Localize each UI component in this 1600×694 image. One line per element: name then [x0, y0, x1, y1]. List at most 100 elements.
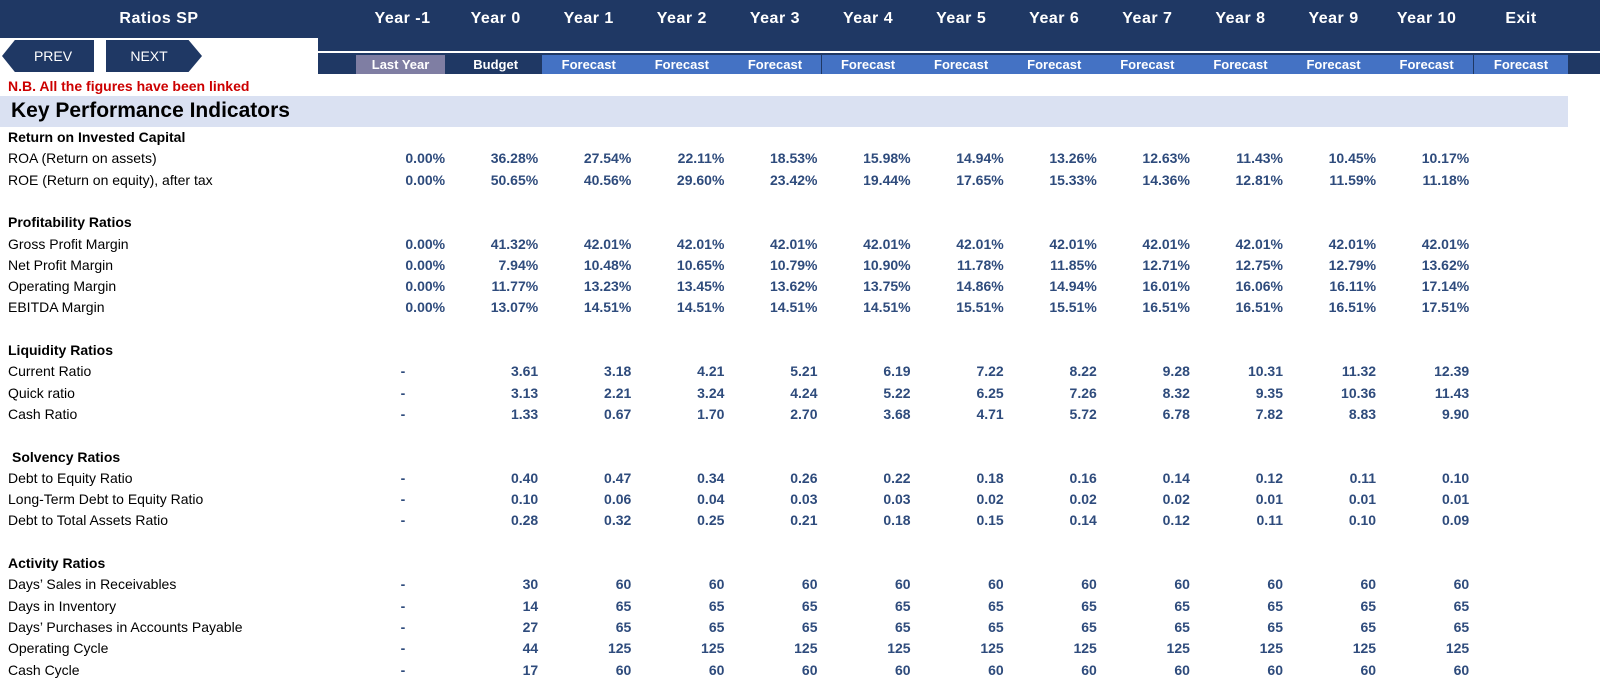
year-header-7[interactable]: Year 6 [1029, 10, 1080, 27]
ratio-value[interactable]: 14.94% [1049, 278, 1097, 295]
ratio-value[interactable]: 8.22 [1069, 363, 1097, 380]
ratio-value[interactable]: 0.03 [883, 491, 911, 508]
ratio-value[interactable]: 5.21 [790, 363, 818, 380]
ratio-value[interactable]: 125 [1259, 640, 1283, 657]
year-header-9[interactable]: Year 8 [1215, 10, 1266, 27]
ratio-value[interactable]: 60 [801, 661, 818, 678]
ratio-value[interactable]: 65 [1360, 618, 1377, 635]
ratio-value[interactable]: 42.01% [1328, 235, 1377, 252]
ratio-value[interactable]: 42.01% [770, 235, 818, 252]
ratio-value[interactable]: 0.15 [976, 512, 1004, 529]
ratio-value[interactable]: 14.36% [1142, 171, 1190, 188]
ratio-value[interactable]: 10.36 [1341, 384, 1377, 401]
ratio-value[interactable]: 125 [1352, 640, 1377, 657]
ratio-value[interactable]: 42.01% [676, 235, 725, 252]
ratio-value[interactable]: 6.78 [1162, 405, 1190, 422]
ratio-value[interactable]: 65 [1453, 618, 1470, 635]
ratio-value[interactable]: 60 [895, 576, 911, 593]
ratio-value[interactable]: 15.51% [1049, 299, 1097, 316]
ratio-value[interactable]: 7.94% [498, 256, 539, 273]
ratio-value[interactable]: 65 [1453, 597, 1470, 614]
ratio-value[interactable]: 60 [1453, 661, 1470, 678]
ratio-value[interactable]: 1.33 [510, 405, 539, 422]
ratio-value[interactable]: 125 [607, 640, 632, 657]
ratio-value[interactable]: 0.28 [510, 512, 539, 529]
ratio-value[interactable]: 0.01 [1348, 491, 1377, 508]
ratio-value[interactable]: 65 [1267, 597, 1283, 614]
year-header-0[interactable]: Year -1 [374, 10, 431, 27]
ratio-value[interactable]: 16.51% [1142, 299, 1190, 316]
ratio-value[interactable]: 0.00% [405, 256, 446, 273]
ratio-value[interactable]: 2.70 [790, 405, 818, 422]
ratio-value[interactable]: 13.23% [583, 278, 632, 295]
ratio-value[interactable]: 0.00% [405, 278, 446, 295]
ratio-value[interactable]: 16.06% [1235, 278, 1283, 295]
ratio-value[interactable]: 60 [708, 576, 725, 593]
ratio-value[interactable]: 12.39 [1434, 363, 1470, 380]
ratio-value[interactable]: 6.19 [883, 363, 911, 380]
ratio-value[interactable]: - [400, 512, 406, 529]
ratio-value[interactable]: 60 [1267, 661, 1283, 678]
ratio-value[interactable]: 12.63% [1142, 150, 1190, 167]
ratio-value[interactable]: 6.25 [976, 384, 1004, 401]
ratio-value[interactable]: 3.24 [697, 384, 725, 401]
ratio-value[interactable]: 42.01% [1235, 235, 1283, 252]
ratio-value[interactable]: 4.71 [976, 405, 1004, 422]
ratio-value[interactable]: 125 [794, 640, 818, 657]
ratio-value[interactable]: 0.16 [1069, 469, 1097, 486]
ratio-value[interactable]: 22.11% [677, 150, 725, 167]
ratio-value[interactable]: 10.65% [676, 256, 725, 273]
ratio-value[interactable]: 12.71% [1142, 256, 1190, 273]
ratio-value[interactable]: 9.35 [1255, 384, 1283, 401]
ratio-value[interactable]: 125 [887, 640, 911, 657]
ratio-value[interactable]: - [400, 469, 406, 486]
ratio-value[interactable]: 7.26 [1069, 384, 1097, 401]
ratio-value[interactable]: 16.51% [1235, 299, 1283, 316]
ratio-value[interactable]: 60 [1360, 661, 1377, 678]
ratio-value[interactable]: 125 [701, 640, 725, 657]
ratio-value[interactable]: 0.21 [790, 512, 818, 529]
exit-button[interactable]: Exit [1505, 10, 1537, 27]
ratio-value[interactable]: 65 [988, 597, 1004, 614]
ratio-value[interactable]: 23.42% [770, 171, 818, 188]
ratio-value[interactable]: 65 [801, 618, 818, 635]
ratio-value[interactable]: 11.18% [1422, 171, 1470, 188]
ratio-value[interactable]: 125 [1073, 640, 1097, 657]
ratio-value[interactable]: 11.43% [1236, 150, 1283, 167]
ratio-value[interactable]: 60 [1453, 576, 1470, 593]
ratio-value[interactable]: 0.00% [405, 235, 446, 252]
ratio-value[interactable]: 10.45% [1328, 150, 1377, 167]
ratio-value[interactable]: 10.31 [1247, 363, 1283, 380]
ratio-value[interactable]: 11.78% [956, 256, 1004, 273]
next-button[interactable]: NEXT [106, 40, 202, 72]
ratio-value[interactable]: 0.25 [697, 512, 725, 529]
ratio-value[interactable]: 13.45% [676, 278, 725, 295]
ratio-value[interactable]: 3.18 [604, 363, 632, 380]
ratio-value[interactable]: 65 [1081, 597, 1097, 614]
ratio-value[interactable]: 36.28% [490, 150, 539, 167]
ratio-value[interactable]: 12.79% [1328, 256, 1377, 273]
ratio-value[interactable]: - [400, 661, 406, 678]
ratio-value[interactable]: 0.11 [1256, 512, 1283, 529]
ratio-value[interactable]: 19.44% [863, 171, 911, 188]
year-header-3[interactable]: Year 2 [656, 10, 707, 27]
ratio-value[interactable]: 18.53% [770, 150, 818, 167]
ratio-value[interactable]: 17.51% [1421, 299, 1470, 316]
year-header-5[interactable]: Year 4 [842, 10, 894, 27]
ratio-value[interactable]: 0.12 [1162, 512, 1190, 529]
ratio-value[interactable]: 14.86% [956, 278, 1004, 295]
ratio-value[interactable]: 60 [1267, 576, 1283, 593]
ratio-value[interactable]: 65 [801, 597, 818, 614]
ratio-value[interactable]: 65 [615, 618, 632, 635]
ratio-value[interactable]: 65 [988, 618, 1004, 635]
ratio-value[interactable]: 65 [1267, 618, 1283, 635]
ratio-value[interactable]: 42.01% [1421, 235, 1470, 252]
ratio-value[interactable]: 4.21 [697, 363, 725, 380]
ratio-value[interactable]: 16.51% [1328, 299, 1377, 316]
ratio-value[interactable]: 60 [895, 661, 911, 678]
ratio-value[interactable]: 65 [1360, 597, 1377, 614]
ratio-value[interactable]: 13.26% [1049, 150, 1097, 167]
ratio-value[interactable]: 14 [522, 597, 539, 614]
ratio-value[interactable]: 4.24 [790, 384, 818, 401]
ratio-value[interactable]: 50.65% [490, 171, 539, 188]
